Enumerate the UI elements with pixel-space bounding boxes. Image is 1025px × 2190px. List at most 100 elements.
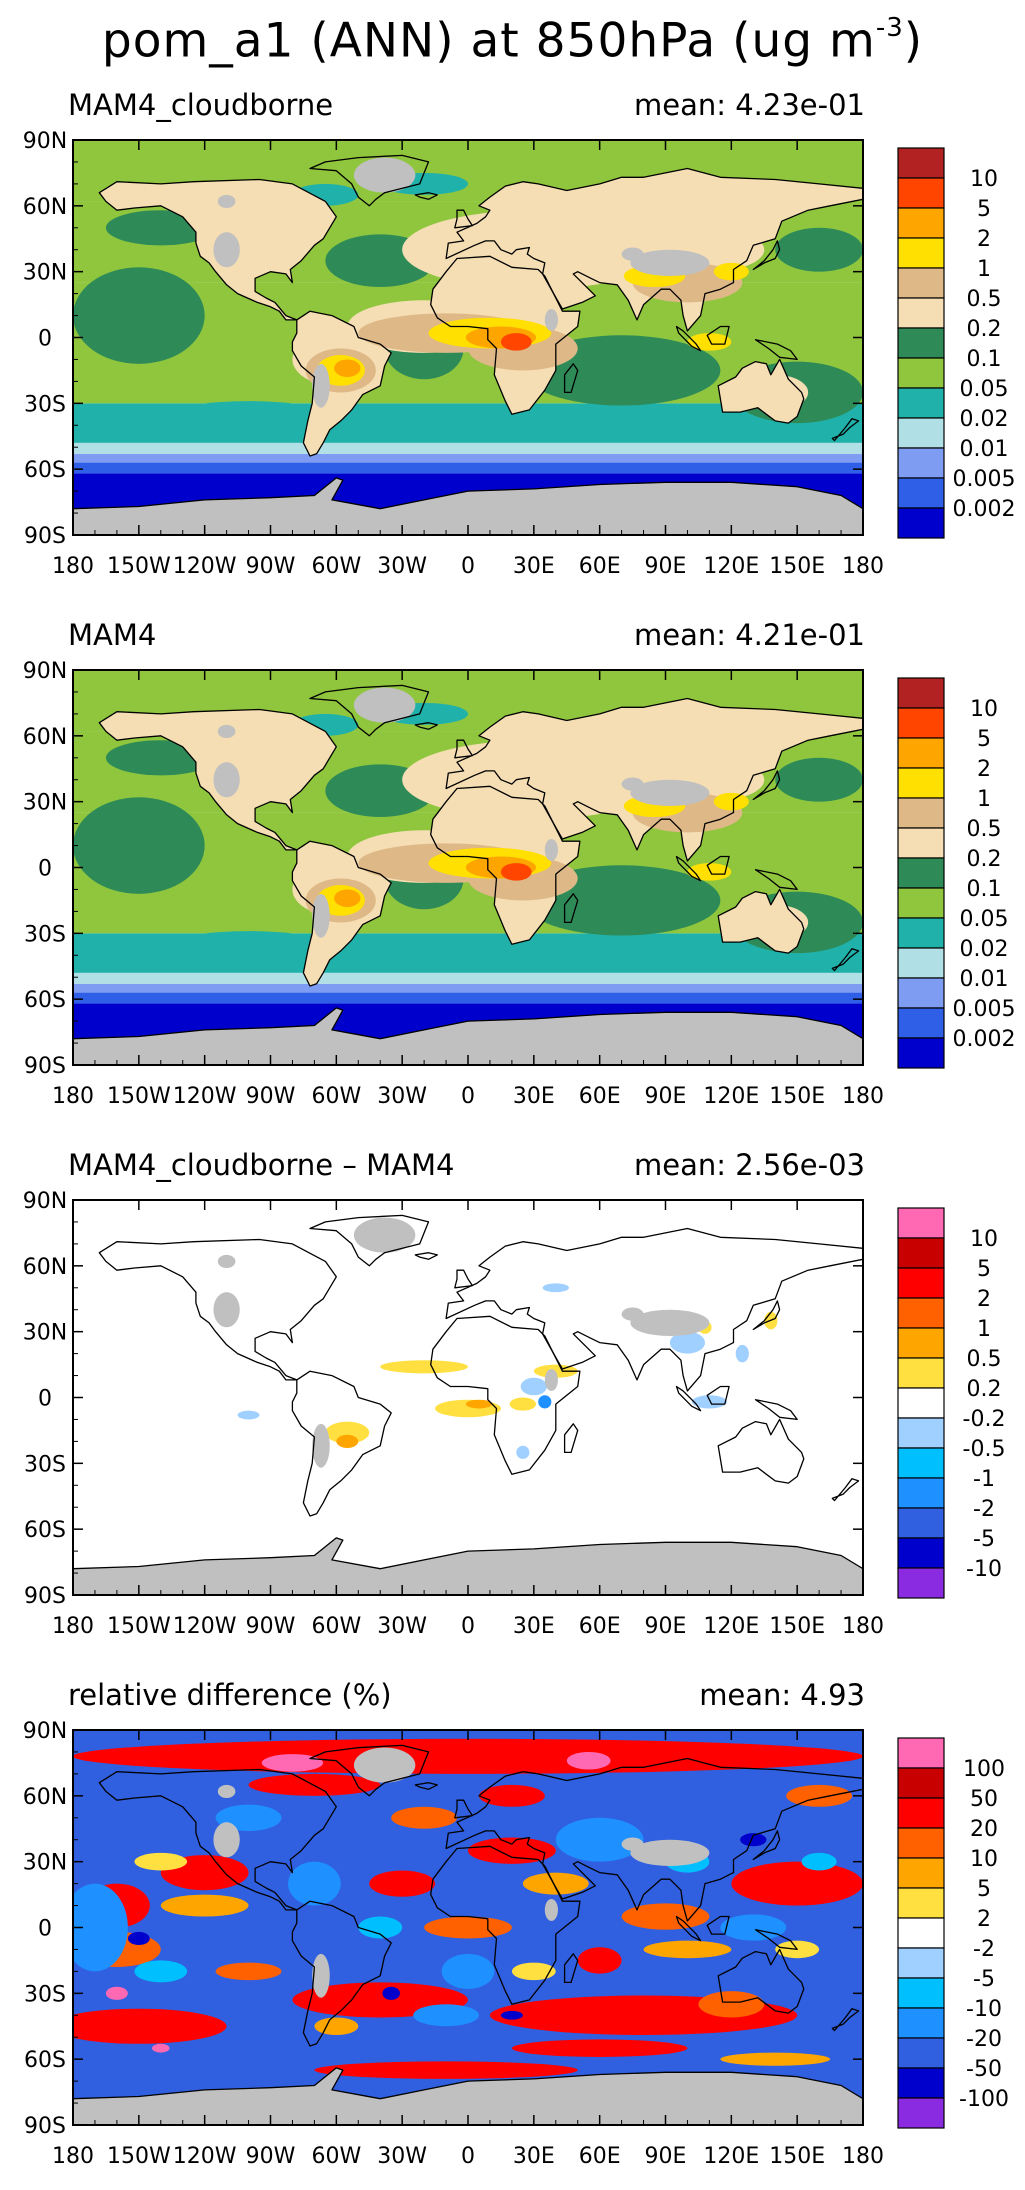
x-tick-label: 180: [52, 2144, 94, 2169]
legend-swatch: [897, 357, 945, 389]
x-tick-label: 150E: [769, 2144, 825, 2169]
coastline-australia: [717, 1418, 805, 1484]
coastline-iceland: [414, 192, 438, 200]
coastline-greenland: [309, 154, 430, 207]
rel-positive: [160, 1894, 249, 1917]
legend-swatch: [897, 1507, 945, 1539]
x-tick-label: 150W: [107, 1084, 171, 1109]
plume-band: [713, 262, 749, 281]
rel-positive: [424, 1916, 512, 1939]
legend-swatch: [897, 1917, 945, 1949]
coastline-sumatra: [675, 855, 702, 882]
land-mask: [630, 779, 710, 807]
coastline-newzealand: [831, 1478, 860, 1502]
legend-label: 5: [977, 197, 991, 222]
legend-label: 1: [977, 257, 991, 282]
legend-label: 1: [977, 787, 991, 812]
legend-swatch: [897, 1737, 945, 1769]
rel-negative: [134, 1960, 188, 1983]
map-plot: 180 150W 120W 90W 60W 30W 0 30E 60E 90E 120E 150E 18…: [23, 1719, 1009, 2169]
rel-positive: [73, 2008, 227, 2044]
legend-label: 0.005: [953, 997, 1016, 1022]
diff-negative: [735, 1344, 749, 1363]
coastline-borneo: [706, 325, 730, 345]
legend-label: 0.002: [953, 1027, 1016, 1052]
legend-swatch: [897, 947, 945, 979]
legend-label: -5: [973, 1967, 995, 1992]
diff-positive: [465, 1399, 493, 1409]
y-tick-label: 0: [38, 327, 52, 352]
x-tick-label: 180: [52, 1614, 94, 1639]
coastline-borneo: [706, 855, 730, 875]
legend-swatch: [897, 1357, 945, 1389]
coastline-antarctica: [73, 1007, 863, 1065]
x-tick-label: 60E: [579, 2144, 621, 2169]
rel-positive-max: [566, 1751, 611, 1770]
rel-positive: [643, 1940, 732, 1959]
rel-positive: [786, 1784, 853, 1807]
plume-band: [500, 863, 532, 881]
panel-title: MAM4_cloudborne – MAM4: [68, 1148, 455, 1182]
legend-swatch: [897, 797, 945, 829]
legend-swatch: [897, 737, 945, 769]
x-tick-label: 120W: [173, 1614, 237, 1639]
diff-positive: [380, 1360, 468, 1374]
map-field: [73, 1730, 863, 2125]
legend-swatch: [897, 1947, 945, 1979]
coastline-greenland: [309, 1214, 430, 1267]
y-tick-label: 30S: [24, 392, 66, 417]
x-tick-label: 30E: [513, 1614, 555, 1639]
plume-band: [742, 904, 809, 940]
coastline-sumatra: [675, 1915, 702, 1942]
legend-label: -2: [973, 1937, 995, 1962]
x-tick-label: 90W: [246, 2144, 296, 2169]
x-tick-label: 60W: [311, 554, 361, 579]
color-legend: 10 5 2 1 0.5 0.2 -0.2 -0.5 -1 -2 -5 -10: [897, 1207, 1005, 1599]
legend-label: 0.05: [960, 377, 1009, 402]
y-tick-label: 90N: [23, 1189, 67, 1214]
y-tick-label: 0: [38, 1917, 52, 1942]
y-tick-label: 60S: [24, 458, 66, 483]
legend-swatch: [897, 977, 945, 1009]
panel-title: relative difference (%): [68, 1678, 392, 1712]
map-panel-cloudborne: 180 150W 120W 90W 60W 30W 0 30E 60E 90E 120E 150E 18…: [0, 70, 1025, 600]
rel-positive: [698, 1991, 765, 2018]
legend-label: 1: [977, 1317, 991, 1342]
x-tick-label: 0: [461, 2144, 475, 2169]
coastline-newguinea: [754, 339, 798, 361]
legend-swatch: [897, 297, 945, 329]
legend-label: 2: [977, 227, 991, 252]
land-mask: [621, 1307, 644, 1321]
color-legend: 100 50 20 10 5 2 -2 -5 -10 -20 -50 -100: [897, 1737, 1009, 2129]
legend-swatch: [897, 707, 945, 739]
y-tick-label: 30S: [24, 922, 66, 947]
legend-label: 10: [970, 1847, 998, 1872]
ocean-band: [511, 942, 776, 969]
legend-label: 50: [970, 1787, 998, 1812]
x-tick-label: 150E: [769, 1084, 825, 1109]
rel-negative: [801, 1852, 837, 1871]
ocean-band: [775, 227, 863, 272]
legend-swatch: [897, 267, 945, 299]
coastline-newguinea: [754, 869, 798, 891]
land-mask: [544, 1898, 558, 1921]
land-mask: [213, 1822, 240, 1858]
land-mask: [73, 477, 863, 535]
x-tick-label: 30E: [513, 2144, 555, 2169]
coastline-iceland: [414, 722, 438, 730]
coastline-antarctica: [73, 2067, 863, 2125]
panel-mean: mean: 4.23e-01: [633, 88, 865, 122]
legend-label: 2: [977, 757, 991, 782]
rel-positive: [369, 1870, 436, 1897]
legend-label: 2: [977, 1287, 991, 1312]
legend-swatch: [897, 1007, 945, 1039]
legend-swatch: [897, 1037, 945, 1069]
diff-negative: [691, 1395, 727, 1409]
land-mask: [73, 1007, 863, 1065]
legend-label: 0.5: [967, 1347, 1002, 1372]
y-tick-label: 60N: [23, 725, 67, 750]
legend-label: -50: [966, 2057, 1002, 2082]
map-plot: 180 150W 120W 90W 60W 30W 0 30E 60E 90E 120E 150E 18…: [23, 1189, 1006, 1639]
legend-swatch: [897, 177, 945, 209]
coastline-iceland: [414, 1782, 438, 1790]
